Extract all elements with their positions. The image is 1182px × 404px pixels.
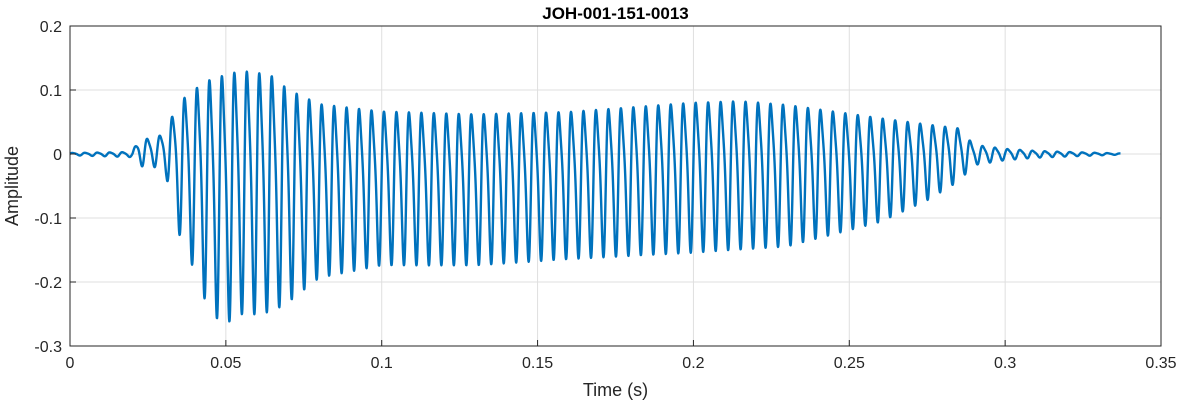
- axes-frame: [69, 25, 1162, 347]
- x-tick-label: 0.1: [371, 355, 393, 372]
- chart-title: JOH-001-151-0013: [542, 4, 688, 23]
- y-tick-label: -0.3: [34, 339, 62, 356]
- x-tick-label: 0.3: [994, 355, 1016, 372]
- y-tick-label: -0.2: [34, 275, 62, 292]
- x-tick-labels: 0 0.05 0.1 0.15 0.2 0.25 0.3 0.35: [66, 355, 1177, 372]
- x-tick-label: 0.35: [1145, 355, 1176, 372]
- x-tick-label: 0.25: [834, 355, 865, 372]
- x-tick-label: 0.2: [682, 355, 704, 372]
- x-tick-label: 0.05: [210, 355, 241, 372]
- x-tick-label: 0: [66, 355, 75, 372]
- waveform-line: [69, 70, 1122, 323]
- series-layer: [69, 70, 1122, 323]
- y-tick-label: 0.1: [40, 83, 62, 100]
- y-tick-label: -0.1: [34, 211, 62, 228]
- y-tick-label: 0.2: [40, 19, 62, 36]
- tick-marks: [69, 25, 1162, 347]
- x-axis-title: Time (s): [583, 380, 648, 400]
- y-axis-title: Amplitude: [2, 146, 22, 226]
- y-tick-label: 0: [53, 147, 62, 164]
- x-tick-label: 0.15: [522, 355, 553, 372]
- y-tick-labels: -0.3 -0.2 -0.1 0 0.1 0.2: [34, 19, 62, 356]
